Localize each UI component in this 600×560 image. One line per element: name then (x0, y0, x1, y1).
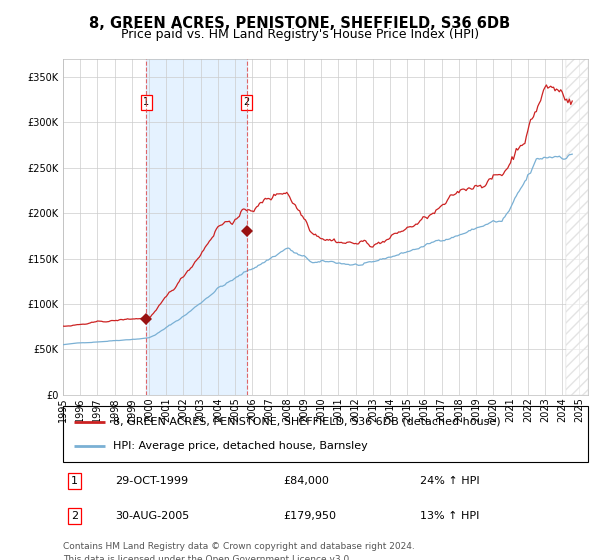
Text: 29-OCT-1999: 29-OCT-1999 (115, 476, 188, 486)
Text: HPI: Average price, detached house, Barnsley: HPI: Average price, detached house, Barn… (113, 441, 368, 451)
Text: 8, GREEN ACRES, PENISTONE, SHEFFIELD, S36 6DB (detached house): 8, GREEN ACRES, PENISTONE, SHEFFIELD, S3… (113, 417, 500, 427)
Text: £179,950: £179,950 (284, 511, 337, 521)
Text: 2: 2 (244, 97, 250, 108)
Text: 1: 1 (71, 476, 78, 486)
Bar (566, 59, 588, 395)
Bar (146, 59, 247, 395)
Text: 13% ↑ HPI: 13% ↑ HPI (420, 511, 479, 521)
Text: £84,000: £84,000 (284, 476, 329, 486)
Bar (566, 59, 588, 395)
Text: Contains HM Land Registry data © Crown copyright and database right 2024.
This d: Contains HM Land Registry data © Crown c… (63, 542, 415, 560)
Text: 1: 1 (143, 97, 149, 108)
Text: 8, GREEN ACRES, PENISTONE, SHEFFIELD, S36 6DB: 8, GREEN ACRES, PENISTONE, SHEFFIELD, S3… (89, 16, 511, 31)
Text: 30-AUG-2005: 30-AUG-2005 (115, 511, 190, 521)
Text: 24% ↑ HPI: 24% ↑ HPI (420, 476, 479, 486)
Text: 2: 2 (71, 511, 78, 521)
Text: Price paid vs. HM Land Registry's House Price Index (HPI): Price paid vs. HM Land Registry's House … (121, 28, 479, 41)
